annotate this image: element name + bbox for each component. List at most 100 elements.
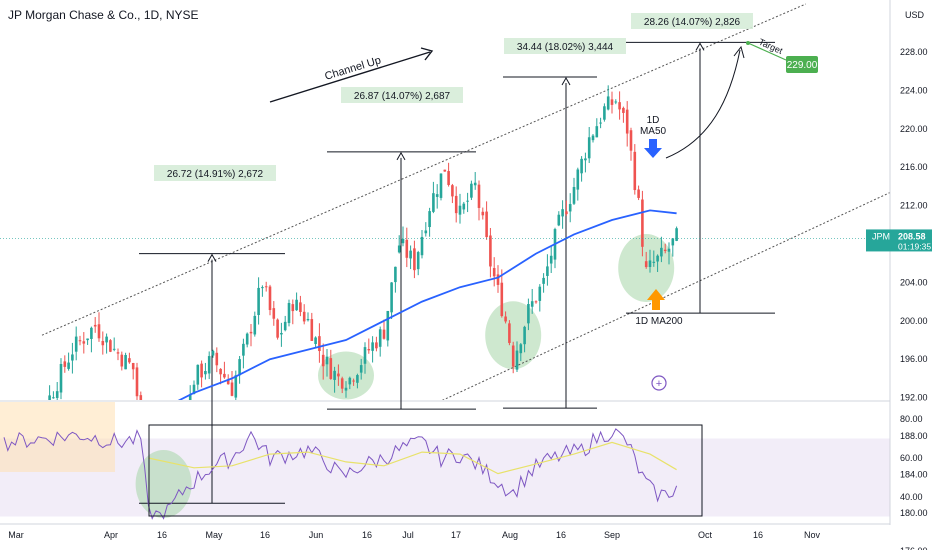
candle-body xyxy=(606,96,610,110)
candle-body xyxy=(675,228,678,241)
candle-body xyxy=(572,187,576,204)
candle-body xyxy=(185,426,188,437)
candle-body xyxy=(352,380,355,382)
candle-body xyxy=(325,356,329,365)
candle-body xyxy=(473,182,477,186)
ticker-label: JPM xyxy=(872,231,890,241)
candle-body xyxy=(188,394,192,400)
candle-body xyxy=(329,358,333,379)
rsi-ma-line xyxy=(148,441,677,475)
candle-body xyxy=(454,195,458,214)
candle-body xyxy=(603,106,606,120)
last-price: 208.58 xyxy=(898,231,926,241)
price-tick: 188.00 xyxy=(900,431,928,441)
candle-body xyxy=(610,99,614,105)
time-tick: 17 xyxy=(451,530,461,540)
candle-body xyxy=(207,356,211,374)
candle-body xyxy=(413,248,416,271)
candle-body xyxy=(629,130,633,151)
candle-body xyxy=(409,250,412,259)
crosshair-icon[interactable] xyxy=(651,375,667,391)
channel-arrowhead xyxy=(420,47,434,61)
candle-body xyxy=(591,135,595,141)
candle-body xyxy=(595,126,599,138)
candle-body xyxy=(261,287,264,289)
candle-body xyxy=(291,304,295,312)
candle-body xyxy=(299,302,302,312)
candle-body xyxy=(671,238,675,246)
candle-body xyxy=(135,367,139,397)
candle-body xyxy=(435,194,439,197)
time-tick: 16 xyxy=(556,530,566,540)
price-tick: 212.00 xyxy=(900,201,928,211)
candle-body xyxy=(557,214,561,226)
candle-body xyxy=(59,363,63,393)
candle-body xyxy=(371,342,374,351)
candle-body xyxy=(280,332,283,335)
candle-body xyxy=(625,109,629,134)
candle-body xyxy=(394,266,397,283)
price-tick: 176.00 xyxy=(900,546,928,550)
candle-body xyxy=(458,205,462,215)
candle-body xyxy=(48,395,51,400)
price-tick: 216.00 xyxy=(900,162,928,172)
candle-body xyxy=(226,379,230,385)
crosshair-icon-plus[interactable]: + xyxy=(656,378,662,390)
target-point xyxy=(746,41,750,45)
candle-body xyxy=(504,316,507,322)
candle-body xyxy=(485,211,488,238)
candle-body xyxy=(67,362,70,369)
candle-body xyxy=(230,382,234,396)
measure-1-arrowhead xyxy=(207,253,217,262)
candle-body xyxy=(481,211,485,216)
candle-body xyxy=(344,387,348,391)
candle-body xyxy=(245,333,249,345)
candle-body xyxy=(257,287,260,316)
candle-body xyxy=(538,286,542,301)
time-tick: 16 xyxy=(157,530,167,540)
candle-body xyxy=(386,310,390,341)
candle-body xyxy=(375,342,378,349)
candle-body xyxy=(321,354,325,367)
candle-body xyxy=(128,358,131,363)
candle-body xyxy=(561,209,564,217)
candle-body xyxy=(55,391,59,398)
candle-body xyxy=(508,323,511,343)
candle-body xyxy=(466,200,469,202)
candle-body xyxy=(500,282,504,317)
candle-body xyxy=(97,324,101,339)
candle-body xyxy=(302,311,306,322)
rsi-tick: 60.00 xyxy=(900,453,923,463)
candle-body xyxy=(253,315,257,335)
candle-body xyxy=(90,327,93,339)
candle-body xyxy=(74,336,78,352)
candle-body xyxy=(101,340,105,346)
candle-body xyxy=(276,319,279,338)
rsi-box xyxy=(148,424,703,517)
candle-body xyxy=(618,102,621,110)
candle-body xyxy=(295,299,298,311)
candle-body xyxy=(272,308,276,319)
countdown: 01:19:35 xyxy=(898,241,931,251)
candle-body xyxy=(549,255,553,264)
candle-body xyxy=(238,359,241,376)
candle-body xyxy=(470,183,473,198)
measure-4-label: 28.26 (14.07%) 2,826 xyxy=(644,17,741,28)
price-tick: 200.00 xyxy=(900,316,928,326)
candle-body xyxy=(356,375,359,383)
candle-body xyxy=(443,169,447,172)
candle-body xyxy=(264,286,268,288)
time-tick: Mar xyxy=(8,530,24,540)
candle-body xyxy=(652,261,656,263)
candle-body xyxy=(192,384,196,395)
currency-label: USD xyxy=(905,10,925,20)
time-tick: Aug xyxy=(502,530,518,540)
candle-body xyxy=(348,377,352,385)
measure-1-label: 26.72 (14.91%) 2,672 xyxy=(167,169,264,180)
candle-body xyxy=(599,122,602,124)
candle-body xyxy=(576,169,580,190)
candle-body xyxy=(287,302,291,324)
rsi-tick: 40.00 xyxy=(900,492,923,502)
candle-body xyxy=(428,211,431,228)
time-tick: 16 xyxy=(260,530,270,540)
